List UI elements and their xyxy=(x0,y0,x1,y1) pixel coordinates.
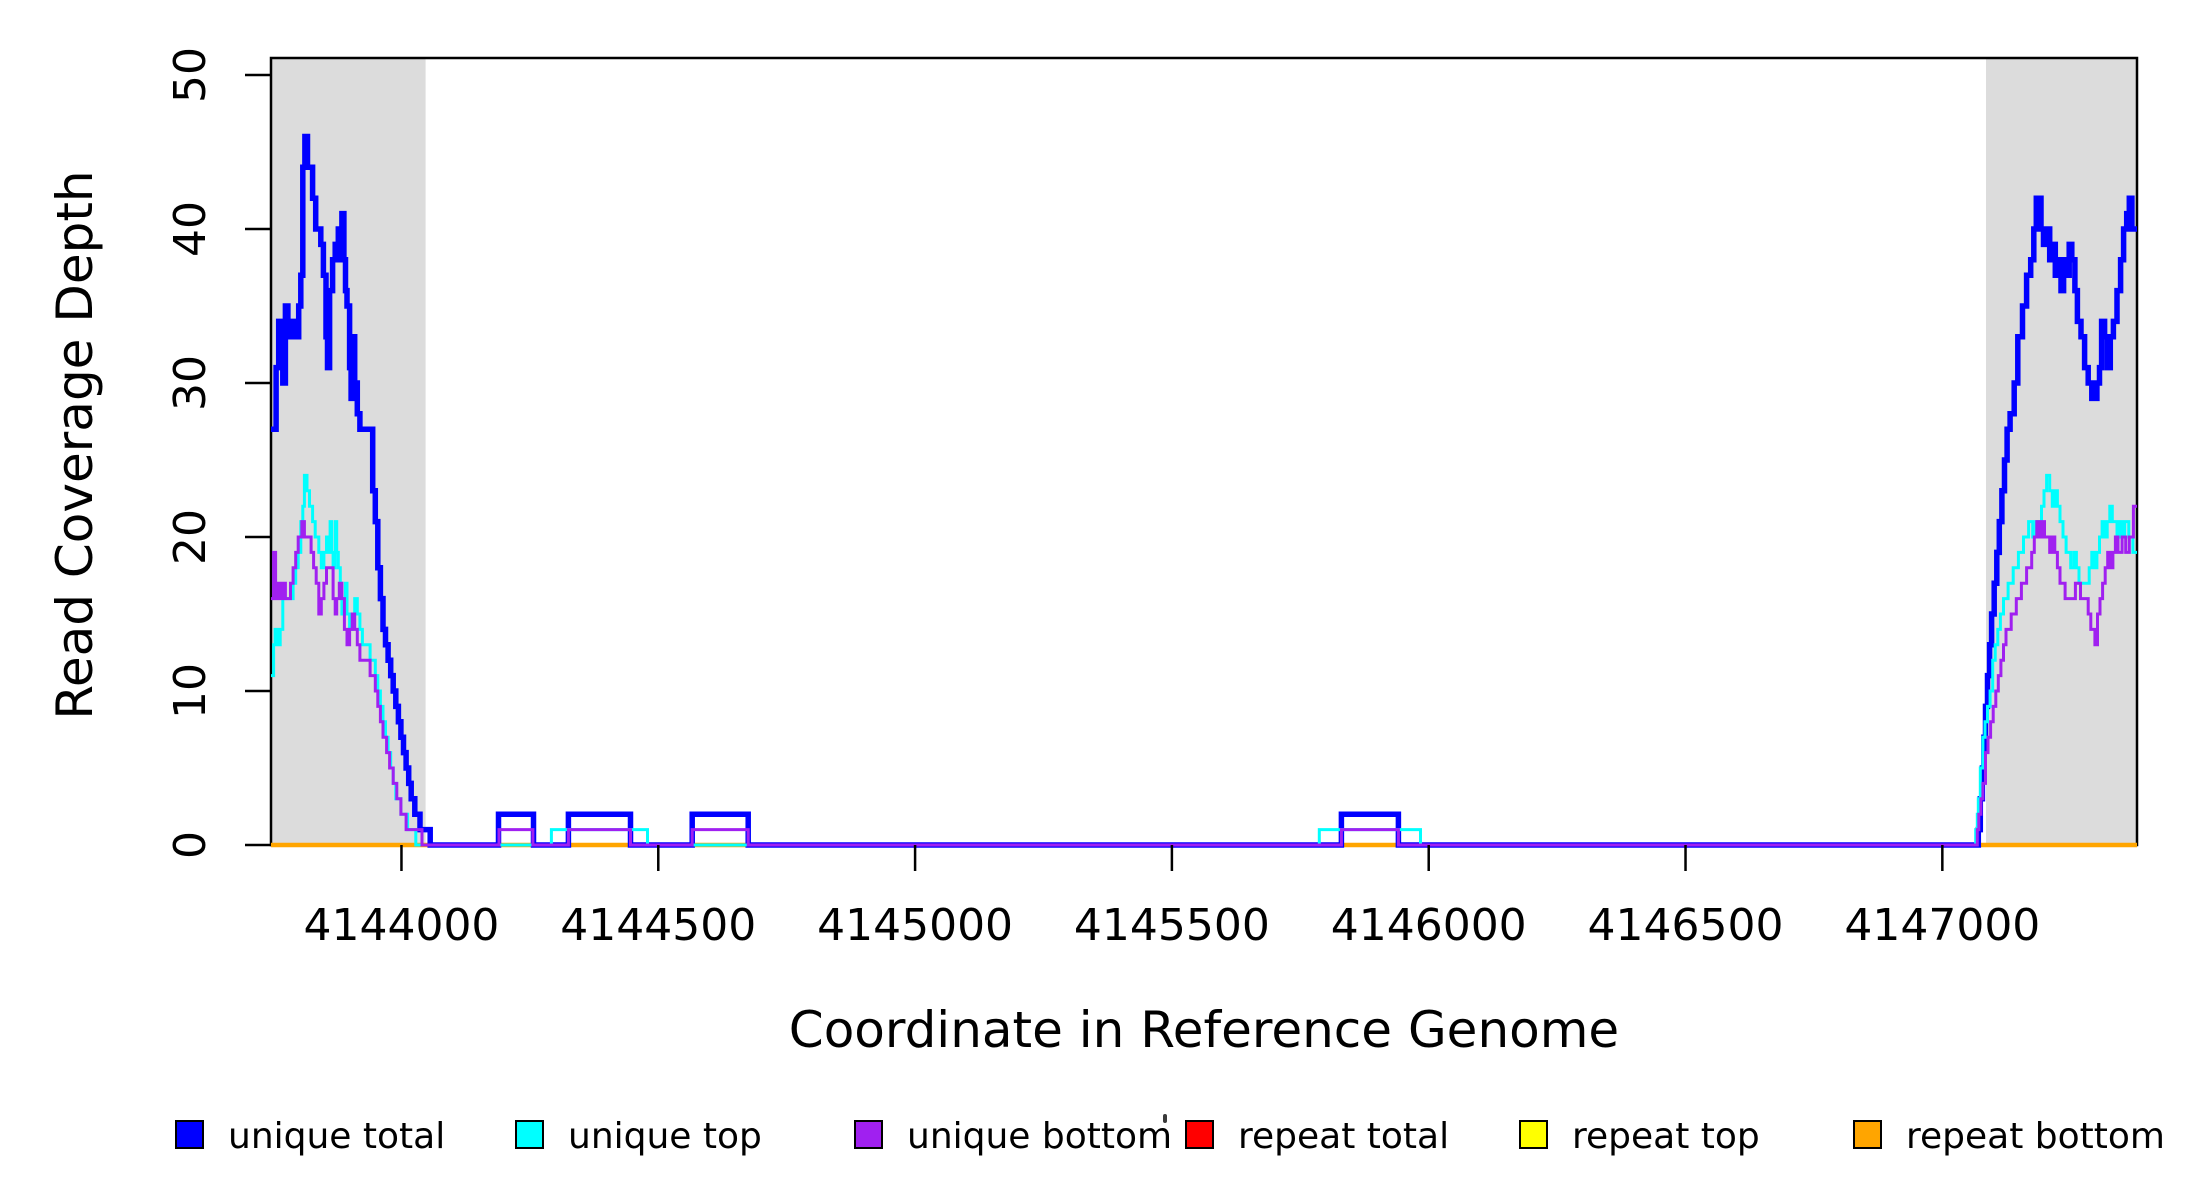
y-axis-title: Read Coverage Depth xyxy=(46,170,104,719)
shaded-regions xyxy=(271,58,2137,845)
x-tick-label: 4147000 xyxy=(1844,900,2040,951)
series-lines xyxy=(271,133,2137,848)
legend-swatch-unique-bottom xyxy=(854,1120,883,1149)
y-tick-label: 10 xyxy=(165,663,216,719)
x-tick-label: 4145500 xyxy=(1074,900,1270,951)
y-tick-label: 50 xyxy=(165,47,216,103)
legend-item-unique-bottom: unique bottom xyxy=(854,1116,1172,1157)
x-tick-label: 4144000 xyxy=(303,900,499,951)
legend-swatch-unique-top xyxy=(515,1120,544,1149)
legend-label-repeat-top: repeat top xyxy=(1572,1116,1760,1157)
legend-swatch-repeat-bottom xyxy=(1853,1120,1882,1149)
legend-label-repeat-bottom: repeat bottom xyxy=(1906,1116,2165,1157)
x-tick-label: 4144500 xyxy=(560,900,756,951)
legend: unique total unique top unique bottom re… xyxy=(175,1116,2165,1157)
legend-item-unique-top: unique top xyxy=(515,1116,762,1157)
y-tick-label: 30 xyxy=(165,355,216,411)
series-line-unique-top xyxy=(271,473,2137,847)
legend-label-unique-bottom: unique bottom xyxy=(907,1116,1172,1157)
x-axis: 4144000 4144500 4145000 4145500 4146000 41465… xyxy=(303,845,2040,951)
x-tick-label: 4146500 xyxy=(1588,900,1784,951)
legend-swatch-unique-total xyxy=(175,1120,204,1149)
y-tick-label: 0 xyxy=(165,831,216,859)
x-axis-title: Coordinate in Reference Genome xyxy=(789,1001,1619,1059)
stray-mark xyxy=(1163,1114,1167,1123)
legend-item-repeat-top: repeat top xyxy=(1519,1116,1760,1157)
legend-item-repeat-total: repeat total xyxy=(1185,1116,1449,1157)
plot-box xyxy=(269,56,2139,847)
x-tick-label: 4145000 xyxy=(817,900,1013,951)
series-line-unique-bottom xyxy=(271,504,2137,847)
legend-swatch-repeat-top xyxy=(1519,1120,1548,1149)
legend-label-unique-total: unique total xyxy=(228,1116,445,1157)
legend-item-unique-total: unique total xyxy=(175,1116,445,1157)
y-tick-label: 40 xyxy=(165,201,216,257)
legend-label-repeat-total: repeat total xyxy=(1238,1116,1449,1157)
y-axis: 0 10 20 30 40 50 xyxy=(165,47,271,859)
legend-swatch-repeat-total xyxy=(1185,1120,1214,1149)
legend-label-unique-top: unique top xyxy=(568,1116,762,1157)
repeat-region-right xyxy=(1985,58,2137,845)
y-tick-label: 20 xyxy=(165,509,216,565)
legend-item-repeat-bottom: repeat bottom xyxy=(1853,1116,2165,1157)
x-tick-label: 4146000 xyxy=(1331,900,1527,951)
series-line-unique-total xyxy=(271,133,2137,848)
